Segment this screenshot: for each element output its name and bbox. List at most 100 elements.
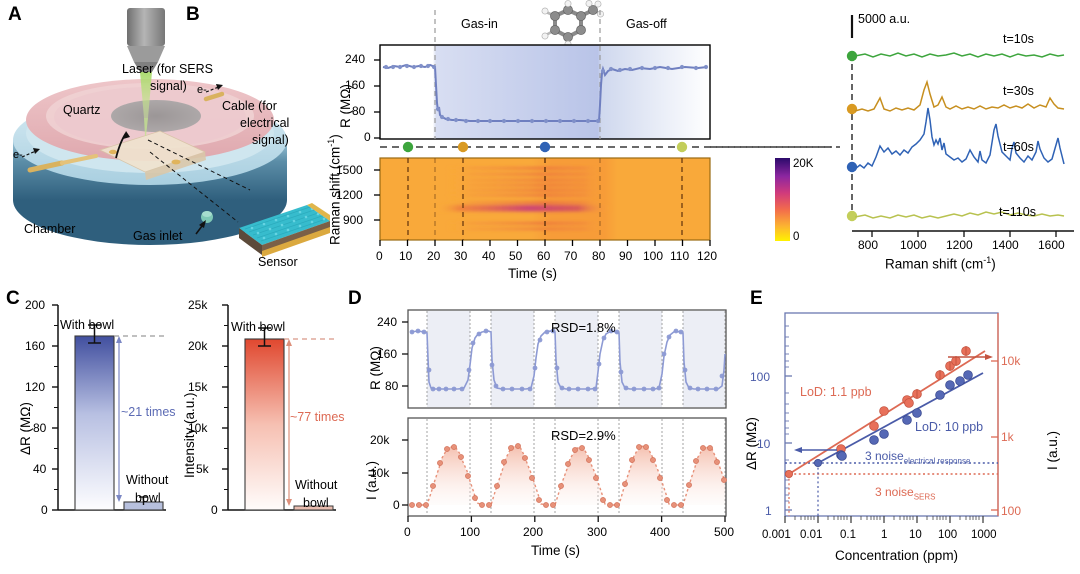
spectra-xtick-800: 800 xyxy=(858,238,879,252)
panel-b-colorbar-min: 0 xyxy=(793,231,800,243)
label-gas-in: Gas-in xyxy=(461,17,498,31)
label-electron-right: e- xyxy=(197,84,207,96)
panel-b-xtick-10: 10 xyxy=(399,249,413,263)
panel-e-letter: E xyxy=(750,288,763,309)
label-cable-signal: signal) xyxy=(252,133,289,147)
label-laser-signal: signal) xyxy=(150,79,187,93)
panel-c-right-bar1-label: With bowl xyxy=(231,320,286,334)
panel-c-left-chart xyxy=(52,304,166,511)
panel-d-bottom-ytick-10k: 10k xyxy=(370,466,390,480)
spectrum-label-t60: t=60s xyxy=(1003,140,1034,154)
spectra-xtick-1400: 1400 xyxy=(992,238,1019,252)
panel-c-right-ytick-15k: 15k xyxy=(188,380,208,394)
spectra-xtick-1200: 1200 xyxy=(946,238,973,252)
panel-a-schematic xyxy=(13,8,330,257)
panel-c-left-bar2-label: Without xyxy=(126,473,169,487)
panel-d-top-ytick-240: 240 xyxy=(377,315,398,329)
label-sensor: Sensor xyxy=(258,255,298,269)
panel-d-letter: D xyxy=(348,288,362,309)
label-chamber: Chamber xyxy=(24,222,76,236)
spectrum-label-t110: t=110s xyxy=(999,205,1036,219)
panel-b-spectra-chart xyxy=(846,15,1074,237)
panel-e-left-axis-title: ΔR (MΩ) xyxy=(744,417,759,470)
panel-b-xtick-20: 20 xyxy=(427,249,441,263)
spectrum-label-t30: t=30s xyxy=(1003,84,1034,98)
panel-e-right-ytick-100: 100 xyxy=(1001,504,1022,518)
label-cable-electrical: electrical xyxy=(240,116,290,130)
panel-c-right-ytick-5k: 5k xyxy=(196,462,209,476)
panel-b-xtick-40: 40 xyxy=(482,249,496,263)
panel-e-right-ytick-1k: 1k xyxy=(1001,430,1014,444)
panel-d-xtick-300: 300 xyxy=(587,525,608,539)
panel-e-xtick-1000: 1000 xyxy=(971,529,997,541)
panel-e-xtick-100: 100 xyxy=(938,529,958,541)
panel-b-xtick-30: 30 xyxy=(454,249,468,263)
panel-d-top-ytick-80: 80 xyxy=(385,379,399,393)
panel-d-top-chart xyxy=(402,309,727,409)
panel-b-xtick-100: 100 xyxy=(643,249,664,263)
panel-d-bottom-rsd: RSD=2.9% xyxy=(551,428,616,443)
panel-c-right-bar2-label2: bowl xyxy=(303,496,329,510)
panel-b-connector xyxy=(710,146,832,148)
label-gas-inlet: Gas inlet xyxy=(133,229,183,243)
panel-b-marker-row xyxy=(380,141,840,153)
panel-c-left-ytick-160: 160 xyxy=(25,339,46,353)
panel-b-time-axis-title: Time (s) xyxy=(508,266,557,281)
panel-d-bottom-ytick-0: 0 xyxy=(393,498,400,512)
panel-b-xtick-90: 90 xyxy=(619,249,633,263)
panel-e-right-axis-title: I (a.u.) xyxy=(1045,430,1060,470)
panel-b-heatmap xyxy=(374,157,711,246)
panel-b-ytick-80: 80 xyxy=(352,104,366,118)
panel-b-hm-ytick-900: 900 xyxy=(343,213,364,227)
panel-e-left-ytick-10: 10 xyxy=(757,437,771,451)
panel-b-xtick-0: 0 xyxy=(376,249,383,263)
panel-c-left-bar2-label2: bowl xyxy=(135,491,161,505)
panel-c-right-ytick-25k: 25k xyxy=(188,298,208,312)
panel-e-xaxis-title: Concentration (ppm) xyxy=(835,548,959,563)
panel-c-right-ytick-0: 0 xyxy=(211,503,218,517)
panel-d-top-ytick-160: 160 xyxy=(377,347,398,361)
panel-b-xtick-110: 110 xyxy=(670,249,690,263)
panel-b-hm-ytick-1200: 1200 xyxy=(336,188,363,202)
panel-b-letter: B xyxy=(186,4,200,25)
panel-b-colorbar xyxy=(775,158,790,241)
panel-c-left-axis-title: ΔR (MΩ) xyxy=(18,402,33,455)
panel-b-raman-axis-title: Raman shift (cm-1) xyxy=(326,134,343,245)
panel-c-right-ytick-10k: 10k xyxy=(188,421,208,435)
panel-c-letter: C xyxy=(6,288,20,309)
panel-b-hm-ytick-1500: 1500 xyxy=(336,163,363,177)
panel-c-right-axis-title: Intensity (a.u.) xyxy=(182,392,197,478)
panel-b-ytick-160: 160 xyxy=(345,78,366,92)
panel-e-xtick-1: 1 xyxy=(881,529,888,541)
panel-e-xtick-0001: 0.001 xyxy=(762,529,791,541)
panel-b-xtick-50: 50 xyxy=(509,249,523,263)
toluene-molecule-icon xyxy=(541,0,604,48)
panel-e-lod-sers: LoD: 1.1 ppb xyxy=(800,385,872,399)
panel-b-xtick-60: 60 xyxy=(537,249,551,263)
panel-b-ytick-0: 0 xyxy=(364,130,371,144)
panel-d-top-axis-title: R (MΩ) xyxy=(368,346,383,390)
panel-b-xtick-120: 120 xyxy=(697,249,718,263)
panel-b-colorbar-max: 20K xyxy=(793,158,814,170)
panel-e-chart xyxy=(784,312,999,523)
label-gas-off: Gas-off xyxy=(626,17,667,31)
panel-d-bottom-axis-title: I (a.u.) xyxy=(364,460,379,500)
panel-c-left-ytick-0: 0 xyxy=(41,503,48,517)
panel-c-left-ytick-40: 40 xyxy=(33,462,47,476)
panel-c-left-bar1-label: With bowl xyxy=(60,318,115,332)
panel-e-left-ytick-1: 1 xyxy=(765,504,772,518)
panel-e-xtick-001: 0.01 xyxy=(800,529,823,541)
panel-d-bottom-ytick-20k: 20k xyxy=(370,433,390,447)
panel-e-noise-sers-sub: SERS xyxy=(913,492,936,502)
panel-d-xtick-500: 500 xyxy=(714,525,735,539)
panel-d-top-rsd: RSD=1.8% xyxy=(551,320,616,335)
panel-b-ytick-240: 240 xyxy=(345,52,366,66)
panel-e-noise-electrical: 3 noiseelectrical response xyxy=(865,449,971,466)
panel-c-right-bar2-label: Without xyxy=(295,478,338,492)
panel-d-xtick-100: 100 xyxy=(460,525,481,539)
spectrum-label-t10: t=10s xyxy=(1003,32,1034,46)
label-quartz: Quartz xyxy=(63,103,101,117)
label-electron-left: e- xyxy=(13,149,23,161)
panel-b-r-axis-title: R (MΩ) xyxy=(338,84,353,128)
